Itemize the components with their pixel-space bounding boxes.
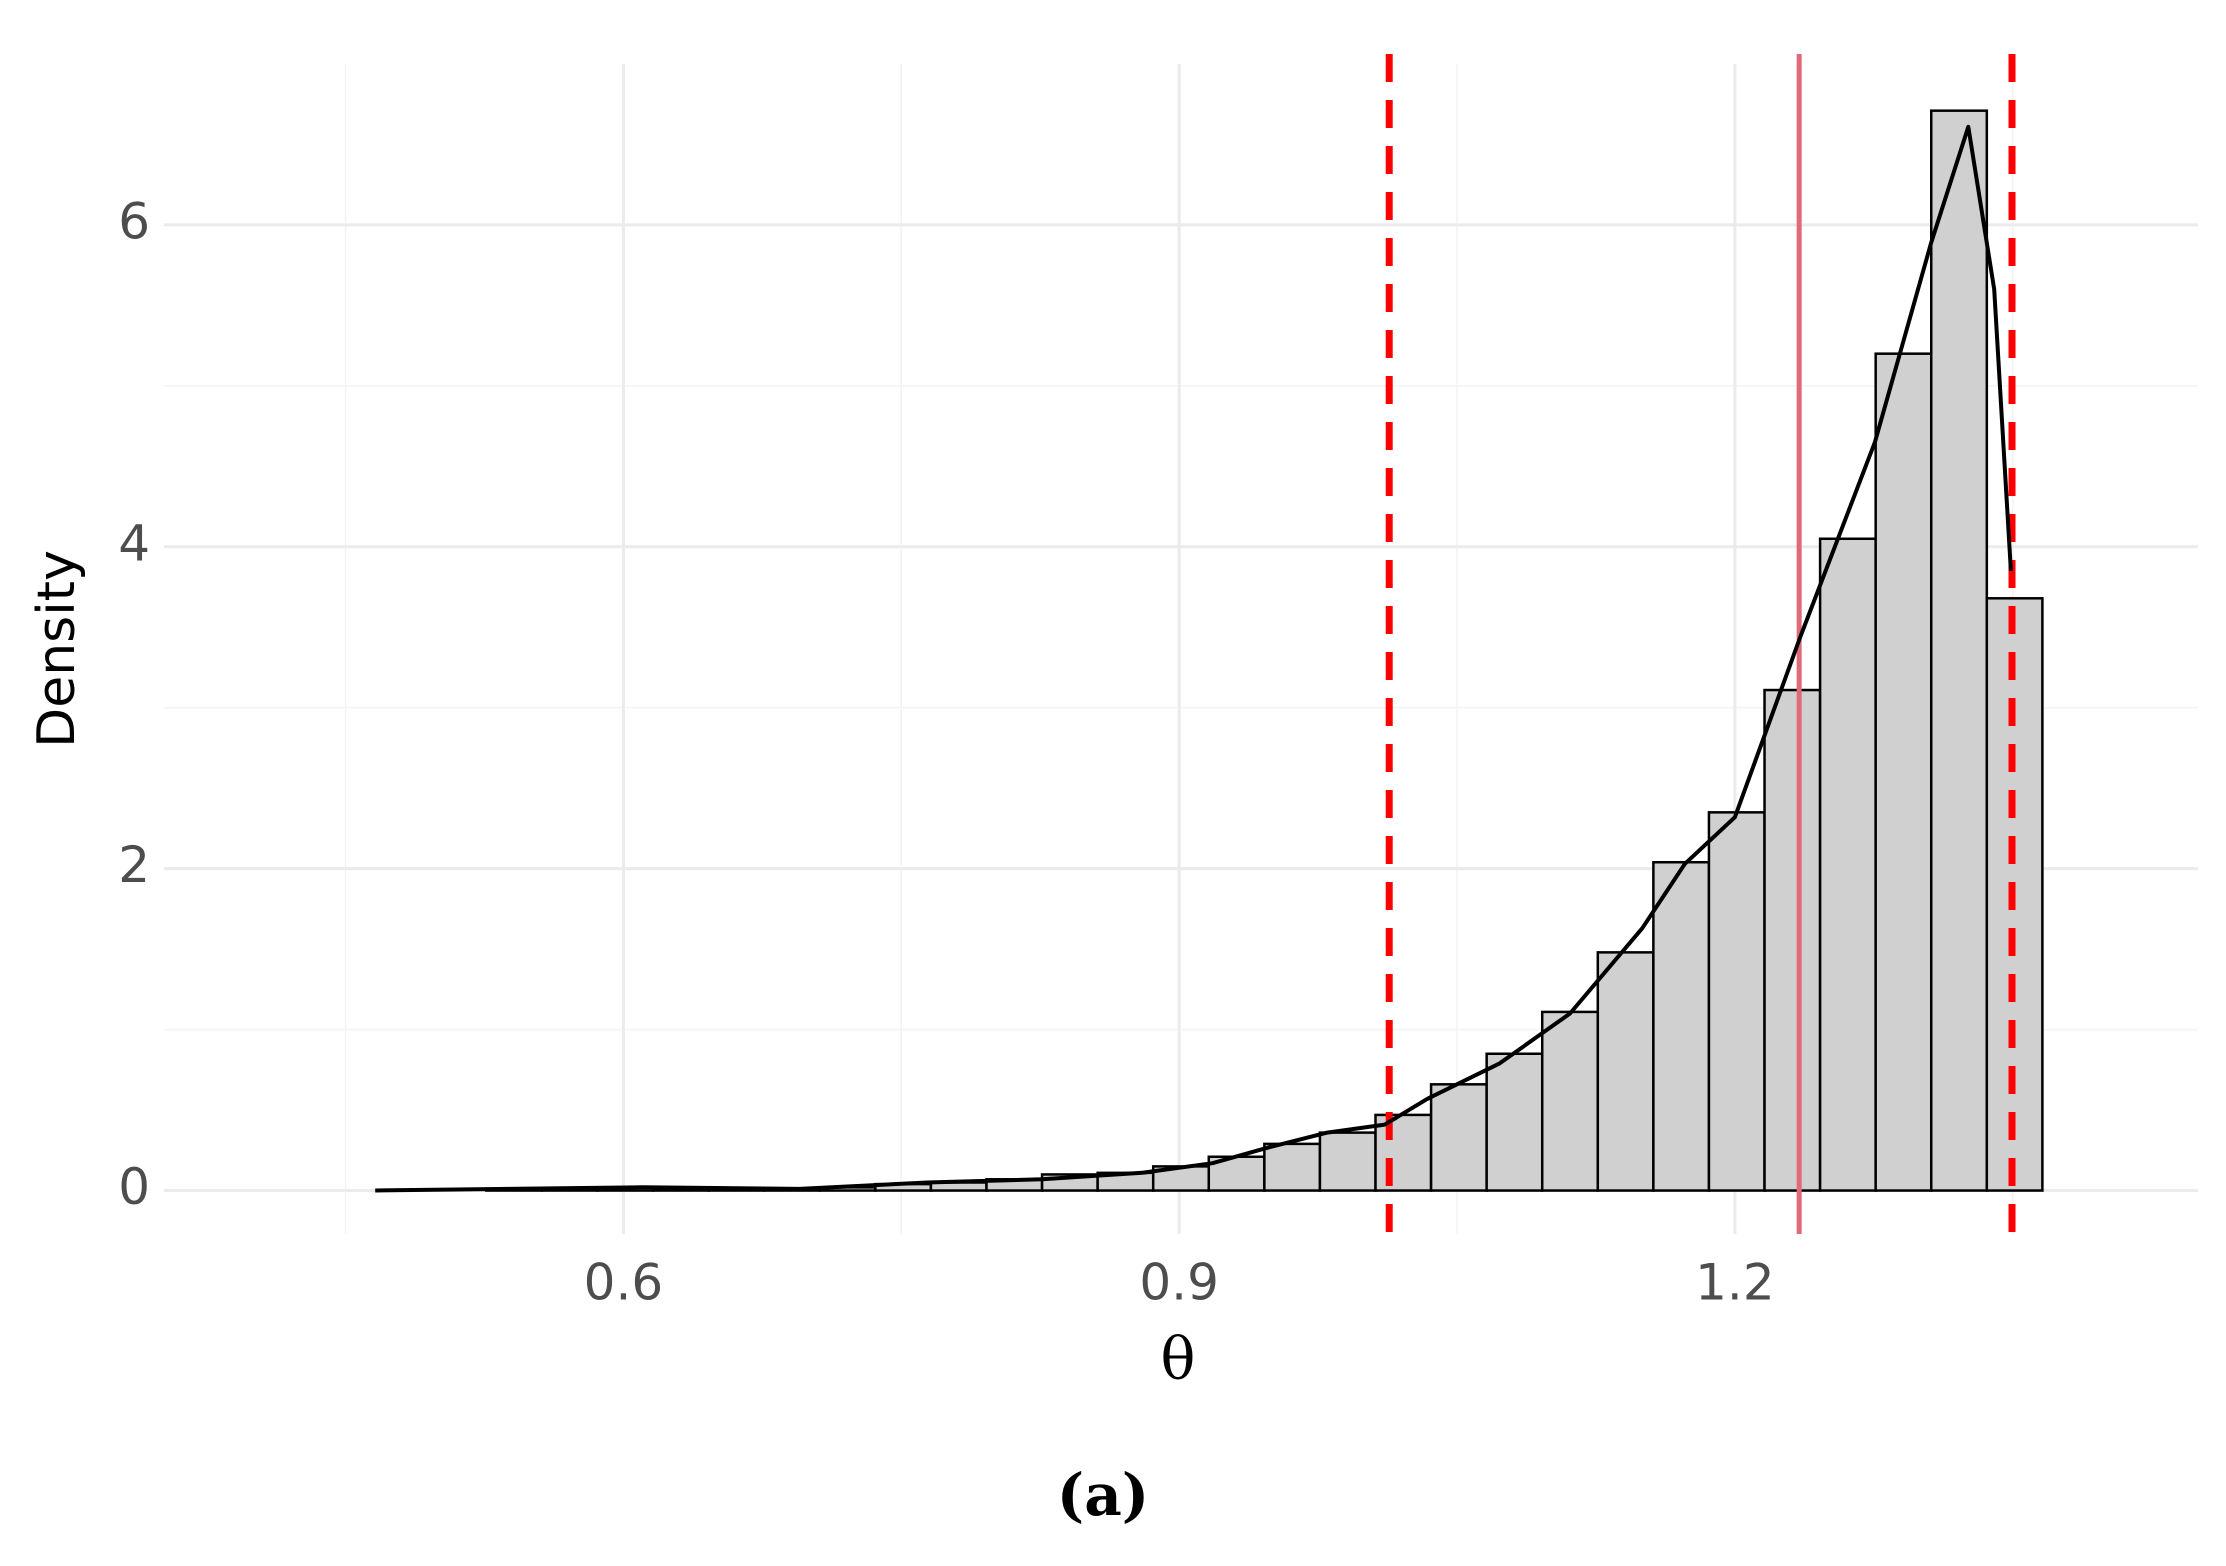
histogram-bar xyxy=(1763,688,1822,1192)
histogram-bar xyxy=(1818,537,1877,1192)
x-tick-label: 1.2 xyxy=(1695,1254,1775,1312)
histogram-bar xyxy=(1485,1052,1544,1192)
histogram-bar xyxy=(1596,951,1655,1192)
histogram-bar xyxy=(1652,860,1711,1192)
y-tick-label: 0 xyxy=(118,1158,150,1216)
histogram-bar xyxy=(1429,1083,1488,1192)
histogram-bar xyxy=(1318,1131,1377,1192)
density-curve xyxy=(375,124,2013,1193)
histogram-bar xyxy=(1540,1010,1600,1192)
y-axis-label: Density xyxy=(27,550,87,748)
y-tick-label: 2 xyxy=(118,836,150,894)
x-tick-label: 0.6 xyxy=(584,1254,664,1312)
y-tick-label: 6 xyxy=(118,192,150,250)
x-axis-label: θ xyxy=(1161,1325,1196,1393)
y-tick-label: 4 xyxy=(118,514,150,572)
histogram-bar xyxy=(1374,1113,1433,1192)
caption: (a) xyxy=(1057,1461,1149,1529)
histogram-bar xyxy=(1707,811,1766,1192)
histogram-bar xyxy=(1874,352,1933,1192)
x-tick-label: 0.9 xyxy=(1139,1254,1219,1312)
histogram-bar xyxy=(1929,109,1989,1192)
histogram-bar xyxy=(1263,1142,1322,1192)
